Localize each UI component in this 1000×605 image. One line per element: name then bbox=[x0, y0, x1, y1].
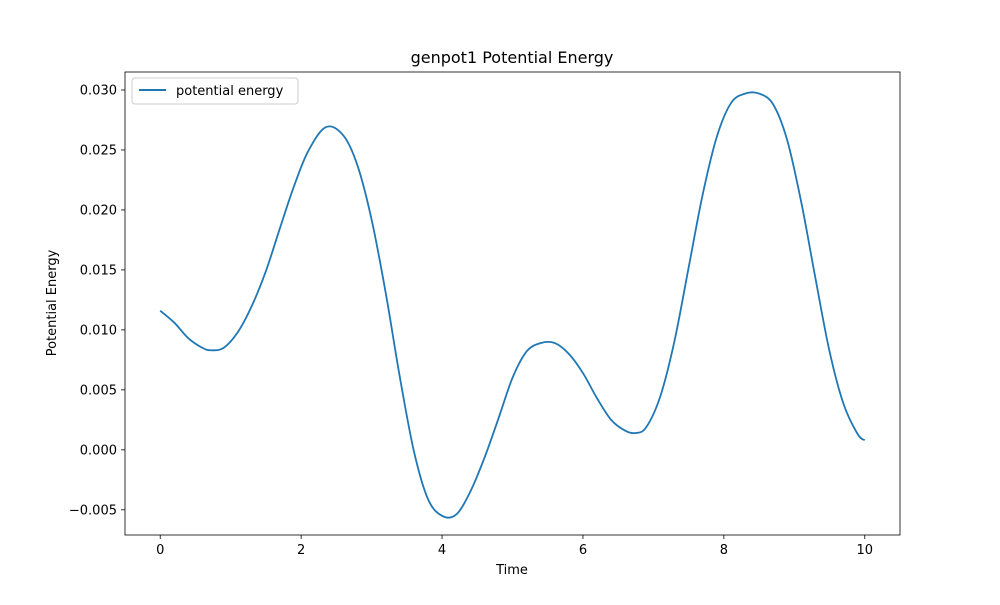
x-tick-label: 0 bbox=[156, 543, 164, 558]
series-line-potential-energy bbox=[159, 91, 866, 519]
x-tick-label: 4 bbox=[438, 543, 446, 558]
x-tick-label: 2 bbox=[297, 543, 305, 558]
plot-background bbox=[125, 72, 900, 535]
chart-title: genpot1 Potential Energy bbox=[411, 48, 614, 67]
y-tick-label: 0.020 bbox=[80, 203, 117, 218]
y-tick-label: 0.015 bbox=[80, 263, 117, 278]
series-layer bbox=[159, 91, 866, 519]
x-axis-ticks: 0 2 4 6 8 10 bbox=[156, 535, 873, 558]
x-axis-label: Time bbox=[495, 563, 528, 578]
y-tick-label: −0.005 bbox=[69, 503, 117, 518]
y-tick-label: 0.030 bbox=[80, 83, 117, 98]
y-axis-label: Potential Energy bbox=[45, 249, 60, 356]
legend: potential energy bbox=[131, 77, 299, 105]
legend-box bbox=[131, 77, 299, 105]
x-tick-label: 8 bbox=[720, 543, 728, 558]
y-tick-label: 0.010 bbox=[80, 323, 117, 338]
y-tick-label: 0.025 bbox=[80, 143, 117, 158]
plot-area bbox=[124, 71, 901, 536]
x-tick-label: 10 bbox=[856, 543, 873, 558]
y-tick-label: 0.000 bbox=[80, 443, 117, 458]
y-axis-ticks: −0.005 0.000 0.005 0.010 0.015 0.020 0.025 0.03… bbox=[69, 83, 125, 518]
plot-frame bbox=[124, 71, 901, 536]
x-tick-label: 6 bbox=[579, 543, 587, 558]
y-tick-label: 0.005 bbox=[80, 383, 117, 398]
legend-label-potential-energy: potential energy bbox=[176, 84, 284, 99]
